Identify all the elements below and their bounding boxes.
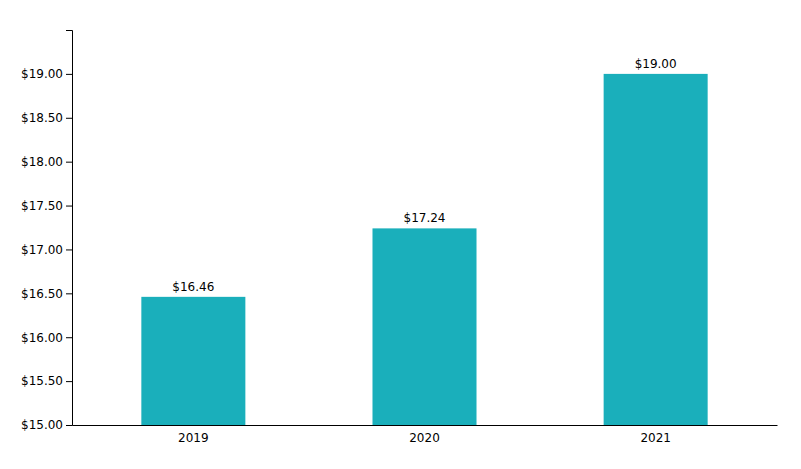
y-tick: $18.50 (21, 111, 72, 125)
x-tick: 2019 (178, 431, 209, 445)
data-label: $17.24 (404, 211, 446, 225)
plot-area: $15.00 $15.50 $16.00 $16.50 $17.00 $17.50 $18.… (21, 31, 778, 445)
bar (372, 228, 476, 425)
y-tick-label: $16.00 (21, 331, 63, 345)
y-tick-mark (66, 425, 72, 426)
x-axis: 2019 2020 2021 (73, 426, 778, 445)
y-tick: $15.00 (21, 418, 72, 432)
y-tick-label: $15.50 (21, 374, 63, 388)
y-tick-mark (66, 206, 72, 207)
y-tick-mark (66, 337, 72, 338)
data-label: $19.00 (635, 57, 677, 71)
chart-svg: $15.00 $15.50 $16.00 $16.50 $17.00 $17.50 $18.… (0, 0, 801, 469)
y-tick-mark (66, 381, 72, 382)
y-tick: $17.50 (21, 199, 72, 213)
y-tick: $18.00 (21, 155, 72, 169)
x-tick-label: 2021 (640, 431, 671, 445)
y-tick-label: $19.00 (21, 67, 63, 81)
y-tick-label: $18.50 (21, 111, 63, 125)
y-tick-label: $17.50 (21, 199, 63, 213)
y-axis-line (66, 31, 73, 426)
x-tick-label: 2020 (409, 431, 440, 445)
y-tick-label: $18.00 (21, 155, 63, 169)
y-tick-mark (66, 74, 72, 75)
y-tick-label: $17.00 (21, 243, 63, 257)
bar (141, 297, 245, 425)
y-tick-mark (66, 162, 72, 163)
x-axis-line (73, 425, 778, 426)
x-tick: 2020 (409, 431, 440, 445)
y-tick: $15.50 (21, 374, 72, 388)
y-tick: $16.00 (21, 331, 72, 345)
data-label: $16.46 (172, 280, 214, 294)
x-tick: 2021 (640, 431, 671, 445)
y-tick-mark (66, 293, 72, 294)
bars (141, 74, 707, 425)
y-tick-mark (66, 118, 72, 119)
bar (604, 74, 708, 425)
y-tick-mark (66, 249, 72, 250)
y-axis: $15.00 $15.50 $16.00 $16.50 $17.00 $17.50 $18.… (21, 31, 73, 433)
chart-container: $15.00 $15.50 $16.00 $16.50 $17.00 $17.50 $18.… (0, 0, 801, 469)
y-tick: $17.00 (21, 243, 72, 257)
x-tick-label: 2019 (178, 431, 209, 445)
data-labels: $16.46 $17.24 $19.00 (172, 57, 676, 294)
y-tick-label: $16.50 (21, 287, 63, 301)
y-tick-label: $15.00 (21, 418, 63, 432)
y-tick: $16.50 (21, 287, 72, 301)
y-tick: $19.00 (21, 67, 72, 81)
